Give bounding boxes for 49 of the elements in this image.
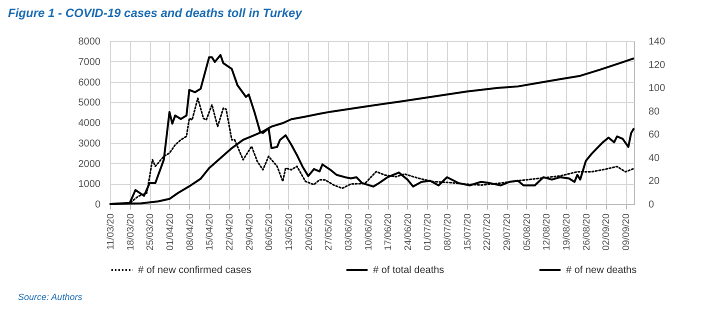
y2-tick-label: 0 xyxy=(648,200,654,210)
y-tick-label: 4000 xyxy=(78,118,101,129)
x-tick-label: 22/04/20 xyxy=(224,214,236,250)
y-tick-label: 6000 xyxy=(78,77,101,88)
x-tick-label: 09/09/20 xyxy=(621,214,632,250)
x-tick-label: 01/07/20 xyxy=(422,214,434,250)
source-note: Source: Authors xyxy=(18,292,82,302)
y-tick-label: 0 xyxy=(94,200,101,210)
x-tick-label: 12/08/20 xyxy=(542,214,553,250)
x-tick-label: 15/04/20 xyxy=(204,214,216,250)
x-tick-label: 24/06/20 xyxy=(402,214,414,250)
y-tick-label: 7000 xyxy=(78,56,101,68)
y2-tick-label: 140 xyxy=(648,36,666,48)
legend-label: # of new deaths xyxy=(566,265,637,276)
x-tick-label: 29/07/20 xyxy=(502,214,514,250)
x-tick-label: 26/08/20 xyxy=(581,214,592,250)
x-tick-label: 11/03/20 xyxy=(106,214,116,250)
x-tick-label: 22/07/20 xyxy=(482,214,494,250)
y2-tick-label: 80 xyxy=(648,106,660,118)
y2-tick-label: 60 xyxy=(648,130,660,141)
y-tick-label: 2000 xyxy=(78,158,101,170)
y2-tick-label: 40 xyxy=(648,152,660,164)
y-tick-label: 3000 xyxy=(78,138,101,150)
x-tick-label: 20/05/20 xyxy=(304,214,315,250)
x-tick-label: 01/04/20 xyxy=(164,214,176,250)
y-tick-label: 1000 xyxy=(78,179,101,190)
y-tick-label: 5000 xyxy=(78,98,101,109)
x-tick-label: 08/04/20 xyxy=(184,214,196,250)
x-tick-label: 02/09/20 xyxy=(601,214,612,250)
x-tick-label: 10/06/20 xyxy=(363,214,374,250)
legend-label: # of total deaths xyxy=(373,265,444,276)
x-tick-label: 03/06/20 xyxy=(343,214,354,250)
x-tick-label: 17/06/20 xyxy=(383,214,394,250)
x-tick-label: 29/04/20 xyxy=(244,214,256,250)
chart-title: Figure 1 - COVID-19 cases and deaths toll in Turkey xyxy=(8,6,304,20)
x-tick-label: 13/05/20 xyxy=(284,214,295,250)
y2-tick-label: 100 xyxy=(648,83,666,94)
x-tick-label: 27/05/20 xyxy=(324,214,335,250)
x-tick-label: 05/08/20 xyxy=(522,214,533,250)
x-tick-label: 15/07/20 xyxy=(462,214,474,250)
x-tick-label: 18/03/20 xyxy=(125,214,136,250)
x-tick-label: 19/08/20 xyxy=(562,214,573,250)
y-tick-label: 8000 xyxy=(78,36,101,48)
x-tick-label: 25/03/20 xyxy=(145,214,156,250)
y2-tick-label: 120 xyxy=(648,60,666,71)
legend-label: # of new confirmed cases xyxy=(138,265,252,276)
x-tick-label: 06/05/20 xyxy=(264,214,276,250)
y2-tick-label: 20 xyxy=(648,176,660,188)
x-tick-label: 08/07/20 xyxy=(442,214,454,250)
